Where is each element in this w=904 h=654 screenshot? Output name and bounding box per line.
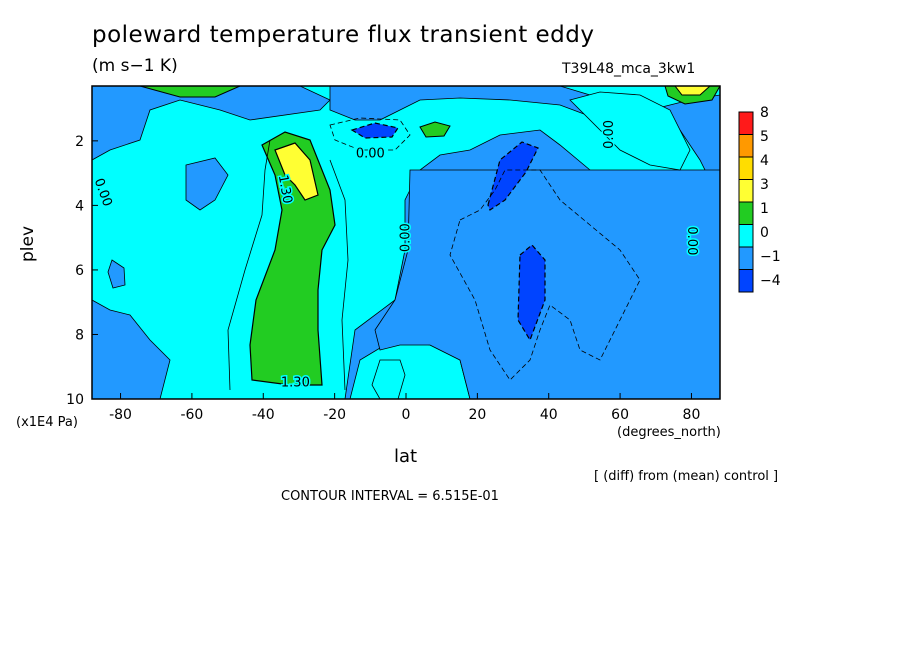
contour-labels: 0.00 1.300.000.000.000.001.30: [89, 118, 700, 391]
x-tick-label: -60: [180, 407, 203, 423]
contour-interval-note: CONTOUR INTERVAL = 6.515E-01: [281, 489, 499, 504]
y-tick-label: 8: [75, 327, 84, 343]
legend-swatch: [738, 179, 754, 203]
contour-label: 0.00: [356, 146, 385, 161]
negative-region: [374, 169, 720, 399]
chart-title: poleward temperature flux transient eddy: [92, 22, 595, 48]
y-axis: 2 4 6 8 10: [66, 134, 98, 408]
legend-level-label: −1: [760, 249, 781, 265]
y-tick-label: 2: [75, 134, 84, 150]
legend-level-label: 0: [760, 225, 769, 241]
diff-note: [ (diff) from (mean) control ]: [594, 469, 779, 484]
legend-swatch: [738, 224, 754, 248]
x-axis-units: (degrees_north): [617, 425, 721, 440]
contour-label: 1.30: [275, 174, 295, 205]
strong-positive-core: [274, 142, 319, 201]
legend-swatch: [738, 156, 754, 180]
legend-level-label: 3: [760, 177, 769, 193]
legend-level-label: −4: [760, 273, 781, 289]
color-legend: 8 5 4 3 1 0 −1 −4: [738, 105, 781, 293]
legend-level-label: 1: [760, 201, 769, 217]
strong-negative-core: [350, 122, 399, 139]
contour-line: [449, 169, 641, 381]
chart-units: (m s−1 K): [92, 56, 178, 76]
x-axis: -80 -60 -40 -20 0 20 40 60 80: [109, 393, 700, 423]
legend-swatch: [738, 134, 754, 158]
y-tick-label: 10: [66, 392, 84, 408]
legend-level-label: 5: [760, 129, 769, 145]
contour-line: [329, 117, 411, 151]
contour-fill-layer: [92, 86, 720, 399]
legend-swatch: [738, 201, 754, 225]
y-axis-label: plev: [18, 225, 38, 262]
contour-line: [329, 159, 349, 391]
legend-swatch: [738, 246, 754, 270]
strong-positive-core: [674, 86, 711, 96]
y-axis-units: (x1E4 Pa): [16, 415, 78, 430]
contour-label: 0.00: [602, 120, 617, 149]
negative-region: [185, 157, 229, 211]
negative-region: [92, 86, 331, 161]
contour-label: 0.00: [399, 223, 414, 252]
x-tick-label: -20: [323, 407, 346, 423]
positive-region: [419, 121, 451, 138]
legend-swatch: [738, 111, 754, 135]
x-axis-label: lat: [394, 446, 418, 467]
legend-swatch: [738, 269, 754, 293]
zero-region: [371, 359, 406, 399]
run-id-label: T39L48_mca_3kw1: [562, 61, 696, 77]
zero-region: [569, 91, 691, 171]
x-tick-label: 40: [540, 407, 558, 423]
strong-negative-core: [487, 141, 539, 211]
legend-level-label: 8: [760, 105, 769, 121]
contour-label: 0.00: [684, 226, 699, 255]
x-tick-label: -80: [109, 407, 132, 423]
negative-region: [107, 259, 126, 289]
positive-region: [139, 86, 241, 98]
strong-negative-core: [517, 244, 546, 342]
contour-label: 1.30: [281, 375, 310, 390]
x-tick-label: 20: [468, 407, 486, 423]
x-tick-label: -40: [252, 407, 275, 423]
x-tick-label: 60: [611, 407, 629, 423]
x-tick-label: 80: [683, 407, 701, 423]
legend-level-label: 4: [760, 153, 769, 169]
negative-region: [92, 299, 171, 399]
y-tick-label: 6: [75, 263, 84, 279]
y-tick-label: 4: [75, 198, 84, 214]
contour-line: [227, 139, 271, 391]
x-tick-label: 0: [402, 407, 411, 423]
